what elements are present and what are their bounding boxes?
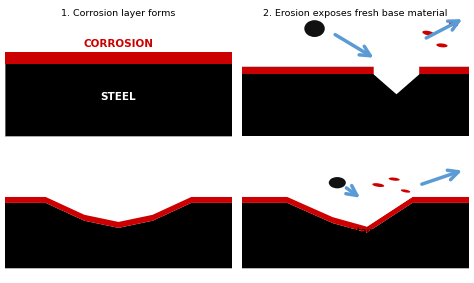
Bar (5, 52, 232, 136)
Ellipse shape (422, 31, 434, 36)
Polygon shape (5, 197, 232, 228)
Bar (5, 52, 232, 136)
Polygon shape (242, 197, 469, 233)
Ellipse shape (372, 183, 384, 187)
Polygon shape (5, 203, 232, 268)
Text: 2. Erosion exposes fresh base material: 2. Erosion exposes fresh base material (264, 9, 447, 18)
Ellipse shape (304, 20, 325, 37)
Polygon shape (242, 67, 469, 94)
Ellipse shape (449, 22, 458, 26)
Ellipse shape (401, 189, 410, 193)
Polygon shape (374, 67, 419, 94)
Text: STEEL: STEEL (100, 92, 137, 102)
Text: 1. Corrosion layer forms: 1. Corrosion layer forms (61, 9, 176, 18)
Ellipse shape (437, 43, 447, 47)
Text: 4. Further erosion maintains
contact between base material
and erosive fluid: 4. Further erosion maintains contact bet… (246, 227, 395, 256)
Polygon shape (242, 203, 469, 268)
Ellipse shape (329, 177, 346, 188)
Polygon shape (328, 173, 412, 227)
Bar (242, 67, 374, 74)
Bar (242, 74, 469, 136)
Polygon shape (242, 74, 469, 136)
Polygon shape (374, 44, 419, 82)
Bar (419, 67, 469, 74)
Bar (242, 67, 469, 136)
Text: 3. Elevated corrosion rate in
base material: 3. Elevated corrosion rate in base mater… (9, 227, 144, 246)
Text: CORROSION: CORROSION (83, 39, 154, 49)
Bar (5, 52, 232, 64)
Ellipse shape (389, 177, 400, 181)
